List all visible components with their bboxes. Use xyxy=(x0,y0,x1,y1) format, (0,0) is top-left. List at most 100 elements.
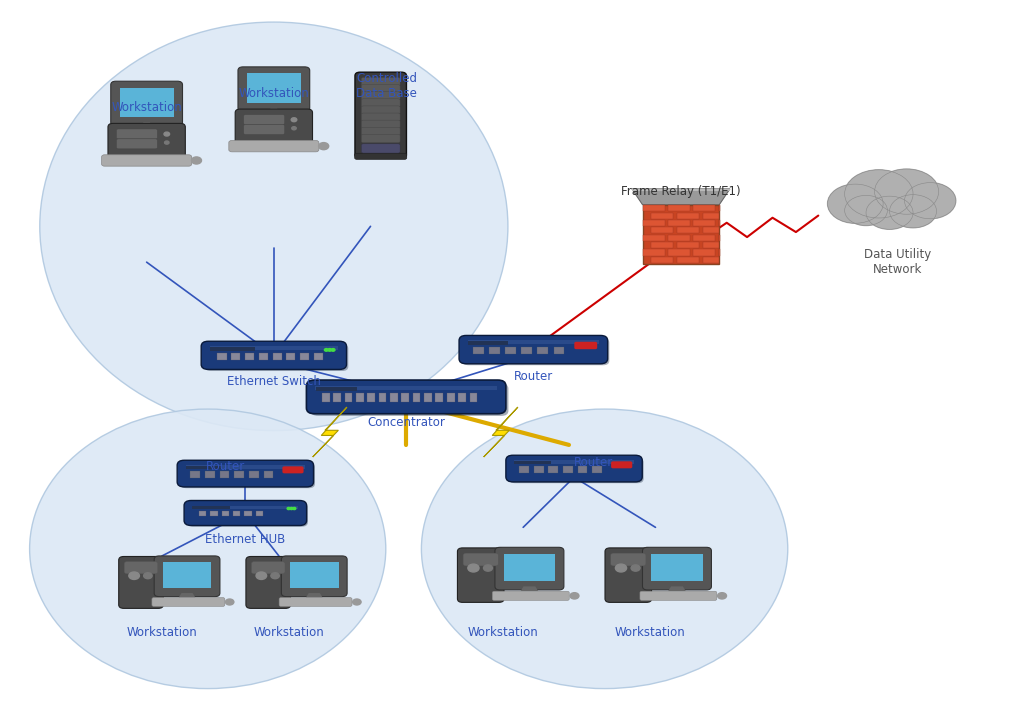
FancyBboxPatch shape xyxy=(640,592,717,600)
FancyBboxPatch shape xyxy=(315,386,497,390)
FancyBboxPatch shape xyxy=(463,553,499,566)
FancyBboxPatch shape xyxy=(361,113,400,121)
Polygon shape xyxy=(270,108,278,112)
FancyBboxPatch shape xyxy=(333,393,341,402)
FancyBboxPatch shape xyxy=(300,352,309,360)
Polygon shape xyxy=(306,593,322,597)
Text: Workstation: Workstation xyxy=(615,626,685,639)
Text: Ethernet Switch: Ethernet Switch xyxy=(227,376,321,389)
FancyBboxPatch shape xyxy=(492,592,569,600)
FancyBboxPatch shape xyxy=(435,393,443,402)
FancyBboxPatch shape xyxy=(184,500,307,526)
Text: Data Utility
Network: Data Utility Network xyxy=(864,248,932,276)
Polygon shape xyxy=(632,189,729,204)
FancyBboxPatch shape xyxy=(677,227,699,233)
FancyBboxPatch shape xyxy=(361,91,400,100)
FancyBboxPatch shape xyxy=(234,471,244,478)
Text: Workstation: Workstation xyxy=(238,86,309,99)
Text: Controlled
Data Base: Controlled Data Base xyxy=(356,72,418,100)
Circle shape xyxy=(844,170,913,218)
Circle shape xyxy=(129,572,140,579)
FancyBboxPatch shape xyxy=(694,249,715,255)
FancyBboxPatch shape xyxy=(199,510,206,516)
Polygon shape xyxy=(520,587,539,591)
FancyBboxPatch shape xyxy=(459,393,466,402)
FancyBboxPatch shape xyxy=(281,556,347,597)
FancyBboxPatch shape xyxy=(361,144,400,153)
FancyBboxPatch shape xyxy=(355,153,406,160)
FancyBboxPatch shape xyxy=(361,134,400,143)
FancyBboxPatch shape xyxy=(356,393,363,402)
Circle shape xyxy=(164,141,169,144)
FancyBboxPatch shape xyxy=(311,384,509,416)
FancyBboxPatch shape xyxy=(120,88,173,117)
FancyBboxPatch shape xyxy=(255,510,264,516)
FancyBboxPatch shape xyxy=(643,205,665,211)
FancyBboxPatch shape xyxy=(361,85,400,93)
FancyBboxPatch shape xyxy=(534,466,544,473)
Text: Router: Router xyxy=(575,456,614,468)
FancyBboxPatch shape xyxy=(229,141,319,152)
Circle shape xyxy=(844,196,887,225)
FancyBboxPatch shape xyxy=(643,235,665,241)
FancyBboxPatch shape xyxy=(188,503,308,526)
FancyBboxPatch shape xyxy=(102,154,192,166)
FancyBboxPatch shape xyxy=(592,466,602,473)
FancyBboxPatch shape xyxy=(361,120,400,128)
FancyBboxPatch shape xyxy=(231,352,240,360)
FancyBboxPatch shape xyxy=(186,466,223,469)
FancyBboxPatch shape xyxy=(116,129,157,139)
Circle shape xyxy=(164,132,169,136)
FancyBboxPatch shape xyxy=(504,554,555,581)
Text: Workstation: Workstation xyxy=(468,626,539,639)
Circle shape xyxy=(226,599,234,605)
FancyBboxPatch shape xyxy=(605,548,652,602)
FancyBboxPatch shape xyxy=(201,341,347,370)
FancyBboxPatch shape xyxy=(611,461,632,468)
FancyBboxPatch shape xyxy=(235,109,313,144)
FancyBboxPatch shape xyxy=(152,597,225,606)
FancyBboxPatch shape xyxy=(361,78,400,86)
FancyBboxPatch shape xyxy=(468,341,599,344)
FancyBboxPatch shape xyxy=(251,561,285,574)
Circle shape xyxy=(287,507,290,510)
FancyBboxPatch shape xyxy=(322,393,329,402)
FancyBboxPatch shape xyxy=(361,106,400,115)
FancyBboxPatch shape xyxy=(279,597,352,606)
FancyBboxPatch shape xyxy=(210,510,218,516)
FancyBboxPatch shape xyxy=(578,466,588,473)
Circle shape xyxy=(192,157,201,164)
FancyBboxPatch shape xyxy=(220,471,230,478)
Text: Ethernet HUB: Ethernet HUB xyxy=(205,533,285,546)
FancyBboxPatch shape xyxy=(470,393,477,402)
Circle shape xyxy=(271,573,279,579)
Polygon shape xyxy=(179,593,195,597)
Text: Router: Router xyxy=(514,370,553,383)
Circle shape xyxy=(291,127,297,130)
FancyBboxPatch shape xyxy=(111,81,183,126)
FancyBboxPatch shape xyxy=(677,212,699,219)
FancyBboxPatch shape xyxy=(652,227,673,233)
FancyBboxPatch shape xyxy=(119,557,163,608)
FancyBboxPatch shape xyxy=(519,466,528,473)
FancyBboxPatch shape xyxy=(514,461,551,464)
Circle shape xyxy=(256,572,267,579)
Polygon shape xyxy=(632,189,729,191)
Text: Router: Router xyxy=(206,460,245,473)
Ellipse shape xyxy=(422,409,788,689)
Text: Workstation: Workstation xyxy=(253,626,324,639)
FancyBboxPatch shape xyxy=(643,249,665,255)
FancyBboxPatch shape xyxy=(506,455,642,482)
FancyBboxPatch shape xyxy=(668,235,689,241)
FancyBboxPatch shape xyxy=(361,99,400,107)
FancyBboxPatch shape xyxy=(244,510,251,516)
FancyBboxPatch shape xyxy=(191,471,200,478)
Circle shape xyxy=(828,184,883,223)
FancyBboxPatch shape xyxy=(222,510,229,516)
FancyBboxPatch shape xyxy=(489,347,500,355)
FancyBboxPatch shape xyxy=(521,347,532,355)
FancyBboxPatch shape xyxy=(209,347,339,350)
FancyBboxPatch shape xyxy=(273,352,282,360)
FancyBboxPatch shape xyxy=(677,257,699,263)
FancyBboxPatch shape xyxy=(668,205,689,211)
